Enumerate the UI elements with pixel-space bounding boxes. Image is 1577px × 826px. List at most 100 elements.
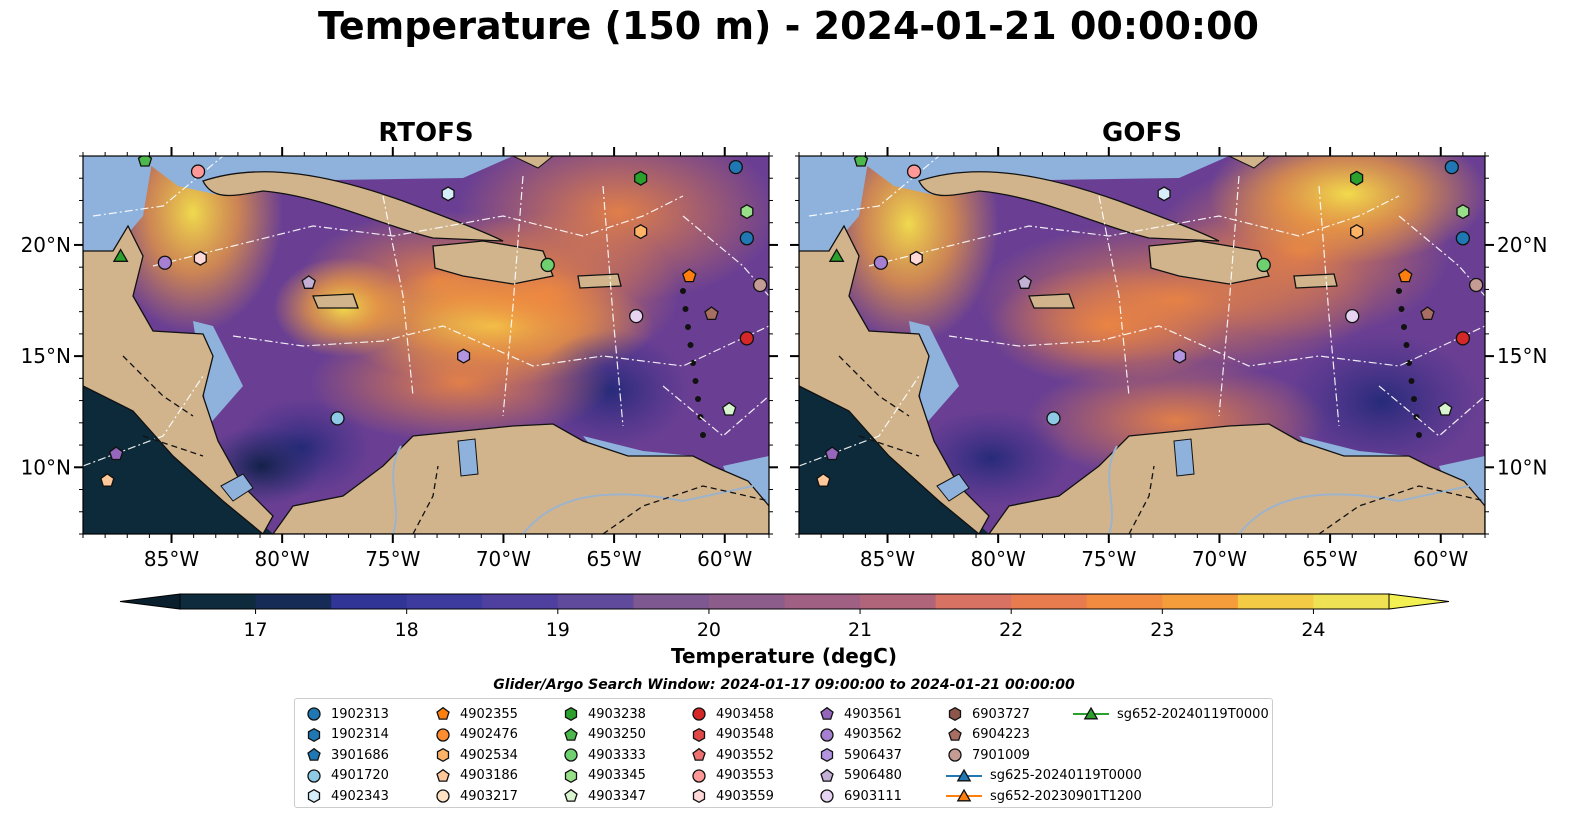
legend-label: 1902314 (331, 727, 389, 743)
hexagon-marker-icon (307, 789, 321, 804)
float-marker (108, 446, 124, 461)
circle-marker-icon (307, 769, 321, 783)
pentagon-marker-icon (564, 789, 578, 803)
float-marker (906, 164, 922, 179)
legend-label: 4903553 (716, 768, 774, 784)
legend-entry: sg652-20230901T1200 (944, 786, 1142, 806)
legend-marker (692, 727, 706, 742)
pentagon-marker-icon (948, 727, 962, 741)
legend-label: 4903238 (588, 706, 646, 722)
pentagon-marker-icon (564, 727, 578, 741)
legend-label: 4903458 (716, 706, 774, 722)
legend-label: 1902313 (331, 706, 389, 722)
float-marker (909, 250, 923, 266)
float-marker (752, 277, 768, 293)
legend-marker (564, 727, 578, 741)
colorbar-segment (255, 594, 332, 609)
legend-entry: 4902476 (432, 725, 518, 745)
cuba-landmass (202, 171, 504, 242)
legend-marker (436, 706, 450, 720)
float-marker (1017, 275, 1032, 289)
float-marker (704, 306, 719, 321)
circle-marker-icon (307, 707, 321, 721)
legend-label: 4903559 (716, 788, 774, 804)
legend-entry: sg625-20240119T0000 (944, 766, 1142, 786)
legend-entry: 3901686 (303, 745, 389, 765)
float-marker (1398, 268, 1413, 283)
legend-label: sg625-20240119T0000 (990, 768, 1142, 784)
float-marker (1455, 331, 1471, 346)
float-marker (629, 308, 644, 324)
latitude-tick-label: 20°N (21, 233, 71, 257)
legend-marker (564, 706, 578, 722)
colorbar-segment (557, 594, 634, 609)
colorbar-segment (1237, 594, 1314, 609)
colorbar-tick-label: 18 (395, 619, 419, 641)
colorbar-segment (1162, 594, 1239, 609)
map-frame (82, 155, 770, 535)
latitude-tick-label: 20°N (1497, 233, 1547, 257)
legend-entry: sg652-20240119T0000 (1071, 704, 1269, 724)
float-marker (721, 401, 737, 416)
central-america-landmass (83, 224, 274, 534)
circle-marker-icon (820, 727, 834, 742)
longitude-tick-label: 60°W (1413, 547, 1468, 571)
legend-marker (820, 789, 834, 804)
float-marker (828, 248, 845, 262)
legend-marker (307, 727, 321, 742)
float-marker (739, 331, 755, 346)
float-marker (1350, 224, 1364, 240)
colorbar-segment (180, 594, 257, 609)
colorbar-extend-high (1388, 593, 1450, 610)
float-marker (824, 446, 840, 461)
legend-entry: 4901720 (303, 766, 389, 786)
float-marker (816, 472, 831, 487)
float-marker (634, 224, 648, 240)
float-marker (682, 268, 697, 283)
legend-label: 6904223 (972, 727, 1030, 743)
legend-marker (436, 768, 450, 782)
legend-entry: 4903553 (688, 766, 774, 786)
float-marker (457, 348, 471, 364)
longitude-tick-label: 80°W (255, 547, 310, 571)
float-marker (740, 204, 754, 220)
float-marker (873, 255, 889, 270)
hexagon-marker-icon (564, 768, 578, 783)
colorbar-segment (331, 594, 408, 609)
legend-label: 5906437 (844, 747, 902, 763)
legend-marker (692, 707, 706, 721)
legend-label: 4903186 (460, 768, 518, 784)
circle-marker-icon (948, 748, 962, 762)
float-marker (1173, 348, 1187, 364)
jamaica-landmass (1028, 293, 1075, 309)
legend-label: 5906480 (844, 768, 902, 784)
glider-track-icon (946, 768, 982, 782)
cuba-landmass (918, 171, 1220, 242)
legend-label: 4903548 (716, 727, 774, 743)
legend-marker (436, 789, 450, 804)
colorbar-extend-low (119, 593, 181, 610)
legend-label: 3901686 (331, 747, 389, 763)
legend-entry: 5906437 (816, 745, 902, 765)
legend-label: sg652-20240119T0000 (1117, 706, 1269, 722)
colorbar-segment (1086, 594, 1163, 609)
legend-entry: 4902355 (432, 704, 518, 724)
colorbar-tick-label: 21 (848, 619, 872, 641)
legend-marker (564, 789, 578, 803)
colorbar-segment (1011, 594, 1088, 609)
colorbar-segment (935, 594, 1012, 609)
legend-entry: 6903727 (944, 704, 1030, 724)
legend-label: 4902476 (460, 727, 518, 743)
puerto-rico-landmass (577, 273, 622, 289)
legend-entry: 6903111 (816, 786, 902, 806)
legend-marker (564, 748, 578, 762)
colorbar-tick-label: 19 (546, 619, 570, 641)
legend-marker (692, 748, 706, 761)
legend-label: 4903561 (844, 706, 902, 722)
hexagon-marker-icon (564, 706, 578, 722)
longitude-tick-label: 85°W (860, 547, 915, 571)
hexagon-marker-icon (948, 706, 962, 722)
legend-entry: 4903562 (816, 725, 902, 745)
pentagon-marker-icon (820, 706, 834, 720)
float-marker (853, 156, 869, 167)
